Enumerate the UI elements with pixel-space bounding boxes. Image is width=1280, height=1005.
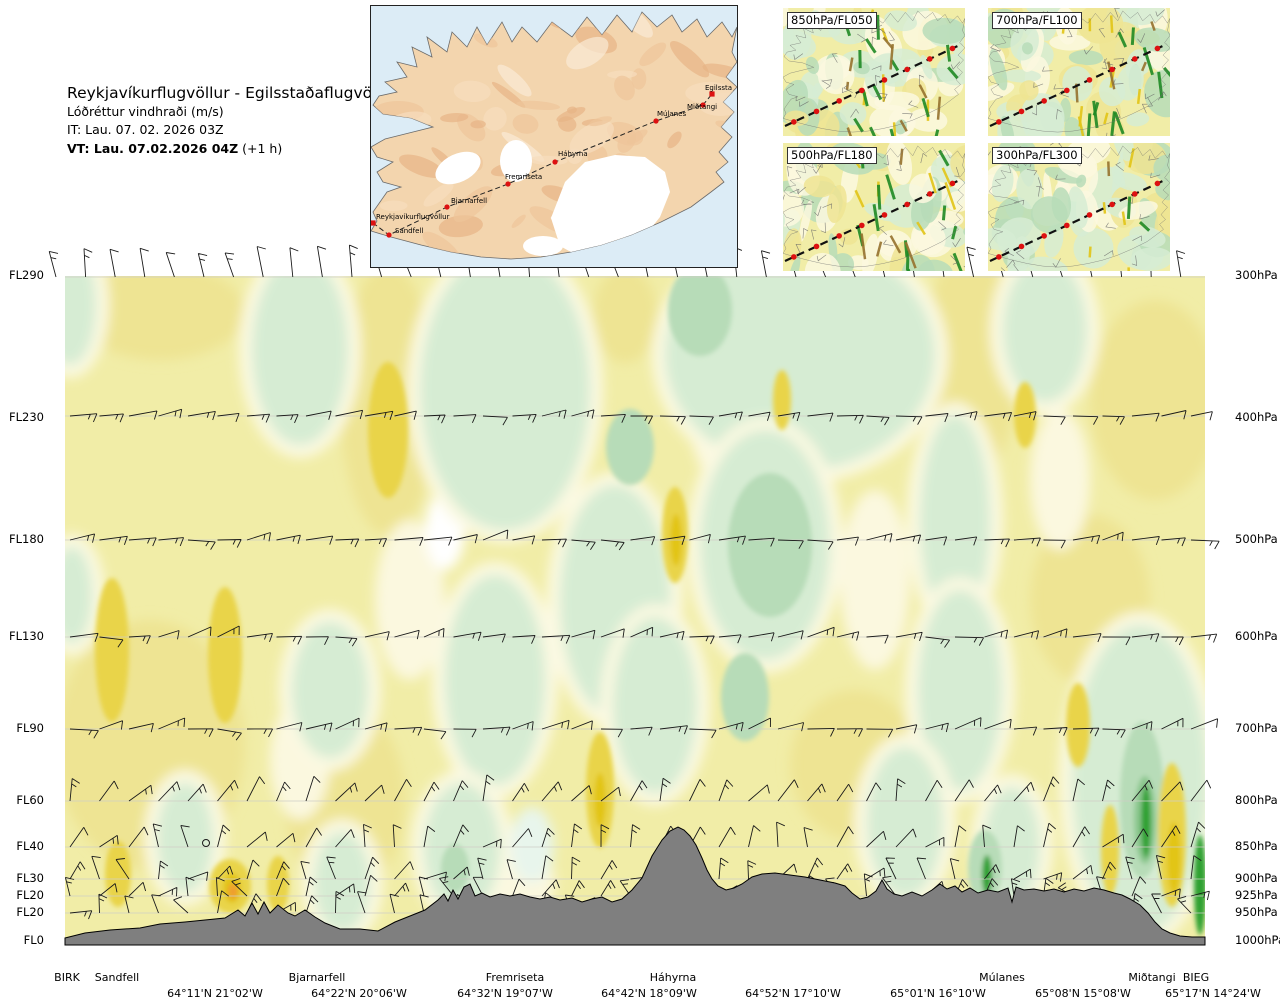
- pressure-label: 900hPa: [1235, 871, 1278, 885]
- station-name: Háhyrna: [649, 971, 697, 984]
- route-coordinate: 64°52'N 17°10'W: [745, 987, 841, 1000]
- route-inset-map: Reykjavíkurflugvöllur Sandfell Bjarnarfell…: [370, 5, 738, 268]
- flight-level-label: FL130: [9, 629, 44, 643]
- flight-level-label: FL20: [16, 905, 44, 919]
- mini-panel-map: [968, 120, 1192, 297]
- mini-panel-label: 700hPa/FL100: [992, 12, 1082, 29]
- valid-time-suffix: (+1 h): [238, 140, 283, 156]
- waypoint-label: Sandfell: [395, 227, 423, 235]
- station-name: BIRK: [54, 971, 80, 984]
- pressure-label: 500hPa: [1235, 532, 1278, 546]
- waypoint-marker: [444, 204, 450, 210]
- contour-field: [65, 276, 1205, 945]
- mini-panel-700hPa: 700hPa/FL100: [960, 0, 1187, 178]
- pressure-label: 600hPa: [1235, 629, 1278, 643]
- route-coordinate: 64°22'N 20°06'W: [311, 987, 407, 1000]
- init-time: IT: Lau. 07. 02. 2026 03Z: [67, 122, 224, 137]
- flight-level-axis: FL290 FL230 FL180 FL130 FL90 FL60 FL40 FL30 FL20…: [0, 0, 46, 1005]
- terrain-profile: [64, 826, 1206, 946]
- glacier: [435, 151, 481, 185]
- route-coordinate: 65°17'N 14°24'W: [1165, 987, 1261, 1000]
- waypoint-label: Háhyrna: [558, 150, 588, 158]
- mini-panel-label: 850hPa/FL050: [787, 12, 877, 29]
- page-title: Reykjavíkurflugvöllur - Egilsstaðaflugvö…: [67, 84, 397, 102]
- mini-panel-label: 500hPa/FL180: [787, 147, 877, 164]
- route-coordinate: 64°11'N 21°02'W: [167, 987, 263, 1000]
- route-coordinate: 65°01'N 16°10'W: [890, 987, 986, 1000]
- pressure-label: 700hPa: [1235, 721, 1278, 735]
- mini-panel-500hPa: 500hPa/FL180: [751, 103, 1000, 299]
- route-coordinate: 64°42'N 18°09'W: [601, 987, 697, 1000]
- waypoint-label: Reykjavíkurflugvöllur: [376, 213, 450, 221]
- airport-marker: [709, 91, 715, 97]
- station-name: Miðtangi: [1128, 971, 1176, 984]
- parameter-subtitle: Lóðréttur vindhraði (m/s): [67, 103, 224, 119]
- waypoint-label: Miðtangi: [687, 103, 717, 111]
- route-coordinate: 64°32'N 19°07'W: [457, 987, 553, 1000]
- pressure-label: 850hPa: [1235, 839, 1278, 853]
- mini-panel-map: [772, 0, 977, 152]
- valid-time: VT: Lau. 07.02.2026 04Z (+1 h): [67, 140, 397, 159]
- flight-route: Reykjavíkurflugvöllur Sandfell Bjarnarfell…: [371, 84, 732, 238]
- waypoint-marker: [386, 232, 392, 238]
- waypoint-label: Egilssta: [705, 84, 732, 92]
- station-name: Fremriseta: [485, 971, 545, 984]
- flight-level-label: FL90: [16, 721, 44, 735]
- glacier: [500, 140, 532, 182]
- pressure-label: 925hPa: [1235, 888, 1278, 902]
- station-name: Múlanes: [979, 971, 1025, 984]
- flight-level-label: FL0: [23, 933, 44, 947]
- pressure-label: 800hPa: [1235, 793, 1278, 807]
- flight-level-label: FL40: [16, 839, 44, 853]
- pressure-label: 300hPa: [1235, 268, 1278, 282]
- airport-marker: [371, 220, 376, 226]
- station-name: Bjarnarfell: [288, 971, 346, 984]
- station-name: BIEG: [1182, 971, 1210, 984]
- pressure-label: 1000hPa: [1235, 933, 1280, 947]
- waypoint-marker: [700, 102, 706, 108]
- flight-level-label: FL20: [16, 888, 44, 902]
- mini-panel-300hPa: 300hPa/FL300: [968, 120, 1192, 297]
- flight-level-label: FL30: [16, 871, 44, 885]
- chart-header: Reykjavíkurflugvöllur - Egilsstaðaflugvö…: [67, 84, 397, 158]
- pressure-axis: 300hPa 400hPa 500hPa 600hPa 700hPa 800hPa 850h…: [1233, 0, 1280, 1005]
- waypoint-label: Múlanes: [657, 110, 686, 118]
- mini-panel-850hPa: 850hPa/FL050: [772, 0, 977, 152]
- pressure-label: 400hPa: [1235, 410, 1278, 424]
- flight-level-label: FL290: [9, 268, 44, 282]
- glacier: [523, 236, 563, 256]
- waypoint-marker: [552, 159, 558, 165]
- waypoint-label: Fremriseta: [505, 173, 542, 181]
- mini-panel-label: 300hPa/FL300: [992, 147, 1082, 164]
- route-coordinate: 65°08'N 15°08'W: [1035, 987, 1131, 1000]
- flight-level-label: FL230: [9, 410, 44, 424]
- station-name: Sandfell: [94, 971, 140, 984]
- flight-level-label: FL180: [9, 532, 44, 546]
- waypoint-marker: [653, 118, 659, 124]
- waypoint-label: Bjarnarfell: [451, 197, 487, 205]
- valid-time-bold: VT: Lau. 07.02.2026 04Z: [67, 140, 239, 156]
- wind-barbs: [48, 244, 1220, 920]
- pressure-label: 950hPa: [1235, 905, 1278, 919]
- calm-wind-marker: [202, 839, 210, 847]
- flight-level-label: FL60: [16, 793, 44, 807]
- waypoint-marker: [505, 181, 511, 187]
